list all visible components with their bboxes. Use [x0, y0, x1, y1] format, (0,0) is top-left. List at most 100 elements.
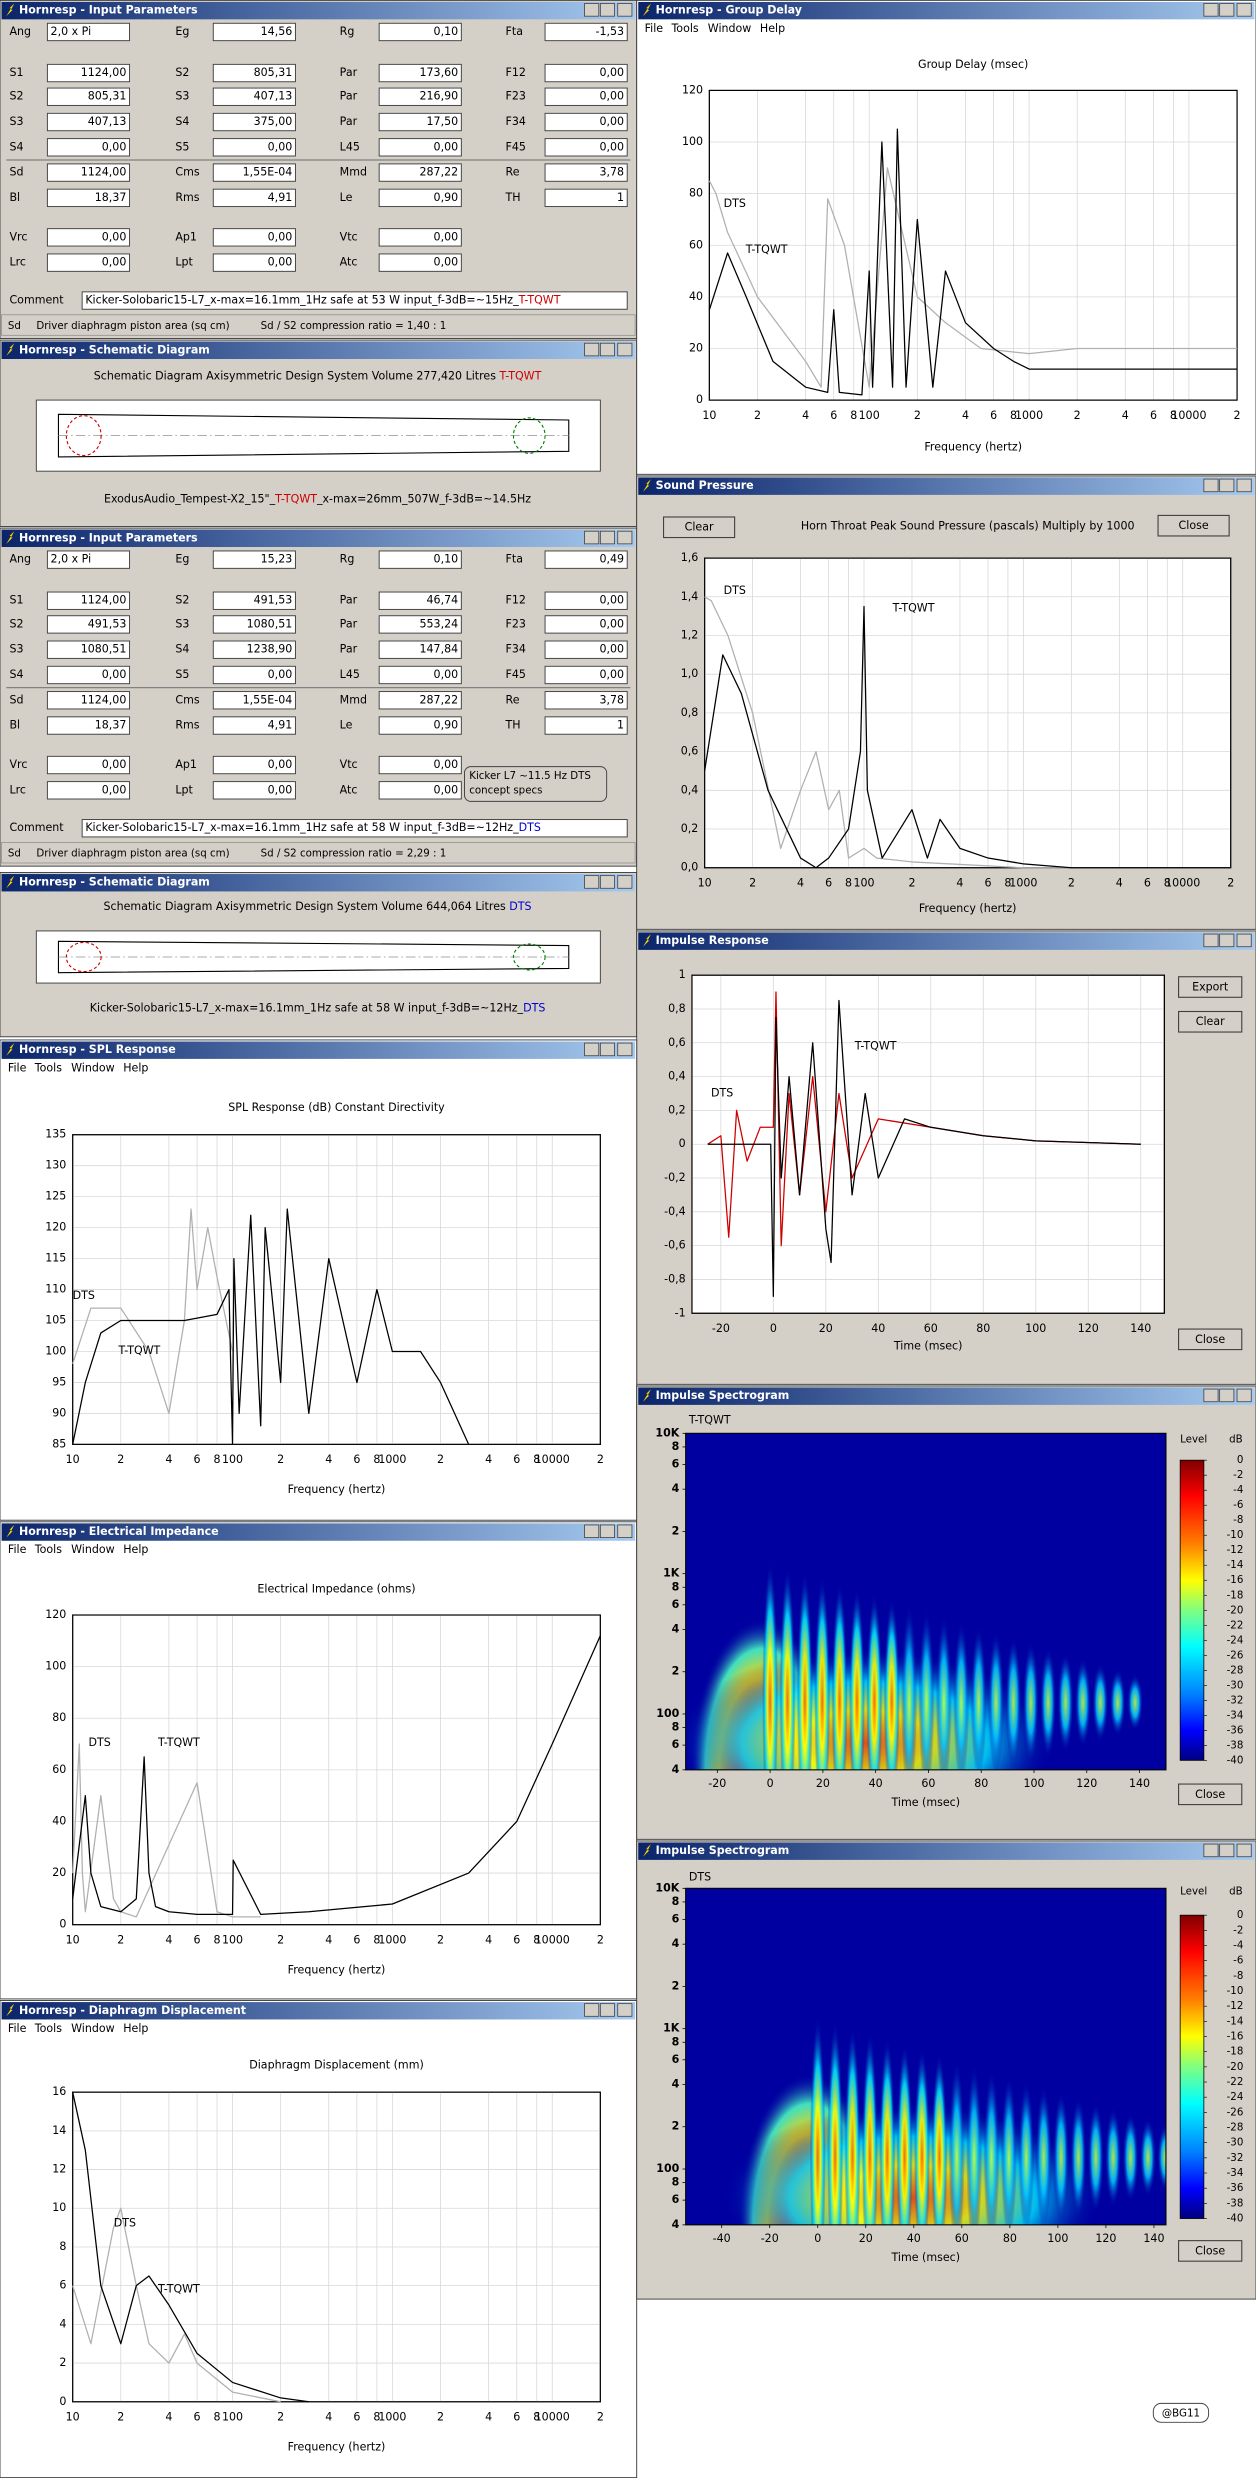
param-field[interactable]	[46, 615, 131, 634]
minimize-button[interactable]	[584, 2003, 600, 2017]
menu-item[interactable]: File	[8, 2022, 27, 2035]
param-field[interactable]	[212, 716, 296, 735]
menu-item[interactable]: Window	[71, 2022, 115, 2035]
param-field[interactable]	[212, 615, 296, 634]
maximize-button[interactable]	[599, 2003, 615, 2017]
close-button[interactable]	[617, 1042, 633, 1057]
param-field[interactable]	[212, 591, 296, 610]
minimize-button[interactable]	[584, 1042, 600, 1057]
param-field[interactable]	[46, 138, 131, 157]
close-button[interactable]	[1236, 478, 1252, 493]
minimize-button[interactable]	[584, 1524, 600, 1538]
param-field[interactable]	[378, 591, 462, 610]
minimize-button[interactable]	[1203, 478, 1219, 493]
button[interactable]	[662, 516, 736, 539]
close-button[interactable]	[1236, 933, 1252, 948]
param-field[interactable]	[544, 163, 628, 182]
param-field[interactable]	[544, 665, 628, 685]
menu-item[interactable]: Help	[123, 1061, 148, 1074]
maximize-button[interactable]	[1219, 1388, 1235, 1403]
maximize-button[interactable]	[599, 1042, 615, 1057]
maximize-button[interactable]	[1219, 933, 1235, 948]
menu-item[interactable]: Help	[123, 2022, 148, 2035]
maximize-button[interactable]	[1219, 3, 1235, 17]
menu-item[interactable]: Tools	[34, 1061, 62, 1074]
param-field[interactable]	[46, 112, 131, 132]
close-button[interactable]	[617, 342, 633, 357]
maximize-button[interactable]	[599, 1524, 615, 1538]
param-field[interactable]	[46, 591, 131, 610]
param-field[interactable]	[378, 63, 462, 83]
param-field[interactable]	[544, 716, 628, 735]
param-field[interactable]	[378, 87, 462, 106]
menu-item[interactable]: File	[8, 1061, 27, 1074]
param-field[interactable]	[212, 63, 296, 83]
param-field[interactable]	[46, 640, 131, 659]
param-field[interactable]	[212, 163, 296, 182]
param-field[interactable]	[46, 22, 131, 42]
menu-item[interactable]: Tools	[34, 1543, 62, 1556]
menu-item[interactable]: Help	[123, 1543, 148, 1556]
param-field[interactable]	[46, 550, 131, 569]
param-field[interactable]	[378, 640, 462, 659]
param-field[interactable]	[212, 665, 296, 685]
minimize-button[interactable]	[584, 530, 600, 545]
param-field[interactable]	[544, 138, 628, 157]
param-field[interactable]	[378, 615, 462, 634]
minimize-button[interactable]	[1203, 933, 1219, 948]
param-field[interactable]	[46, 755, 131, 775]
maximize-button[interactable]	[1219, 1843, 1235, 1858]
comment-field[interactable]	[81, 291, 628, 310]
param-field[interactable]	[378, 665, 462, 685]
maximize-button[interactable]	[1219, 478, 1235, 493]
minimize-button[interactable]	[584, 875, 600, 889]
param-field[interactable]	[378, 138, 462, 157]
param-field[interactable]	[46, 253, 131, 272]
menu-item[interactable]: Window	[71, 1543, 115, 1556]
param-field[interactable]	[212, 188, 296, 208]
param-field[interactable]	[378, 755, 462, 775]
menu-item[interactable]: Window	[708, 22, 752, 35]
param-field[interactable]	[46, 781, 131, 800]
param-field[interactable]	[46, 228, 131, 247]
menu-item[interactable]: Window	[71, 1061, 115, 1074]
param-field[interactable]	[46, 63, 131, 83]
param-field[interactable]	[46, 716, 131, 735]
button[interactable]	[1178, 1010, 1243, 1033]
param-field[interactable]	[212, 22, 296, 42]
param-field[interactable]	[544, 63, 628, 83]
param-field[interactable]	[212, 138, 296, 157]
button[interactable]	[1157, 514, 1230, 537]
maximize-button[interactable]	[599, 3, 615, 17]
param-field[interactable]	[378, 253, 462, 272]
close-button[interactable]	[1178, 1783, 1243, 1806]
param-field[interactable]	[212, 691, 296, 710]
param-field[interactable]	[378, 163, 462, 182]
menu-item[interactable]: Help	[760, 22, 785, 35]
close-button[interactable]	[1236, 1388, 1252, 1403]
comment-field[interactable]	[81, 819, 628, 838]
menu-item[interactable]: Tools	[670, 22, 698, 35]
param-field[interactable]	[544, 615, 628, 634]
minimize-button[interactable]	[584, 342, 600, 357]
close-button[interactable]	[617, 3, 633, 17]
param-field[interactable]	[46, 691, 131, 710]
param-field[interactable]	[46, 87, 131, 106]
minimize-button[interactable]	[1203, 3, 1219, 17]
param-field[interactable]	[378, 112, 462, 132]
param-field[interactable]	[46, 188, 131, 208]
param-field[interactable]	[544, 112, 628, 132]
param-field[interactable]	[378, 188, 462, 208]
minimize-button[interactable]	[1203, 1388, 1219, 1403]
menu-item[interactable]: File	[645, 22, 664, 35]
menu-item[interactable]: Tools	[34, 2022, 62, 2035]
param-field[interactable]	[544, 188, 628, 208]
param-field[interactable]	[378, 781, 462, 800]
param-field[interactable]	[212, 228, 296, 247]
param-field[interactable]	[212, 112, 296, 132]
param-field[interactable]	[378, 716, 462, 735]
param-field[interactable]	[544, 691, 628, 710]
param-field[interactable]	[212, 550, 296, 569]
close-button[interactable]	[1236, 1843, 1252, 1858]
minimize-button[interactable]	[1203, 1843, 1219, 1858]
